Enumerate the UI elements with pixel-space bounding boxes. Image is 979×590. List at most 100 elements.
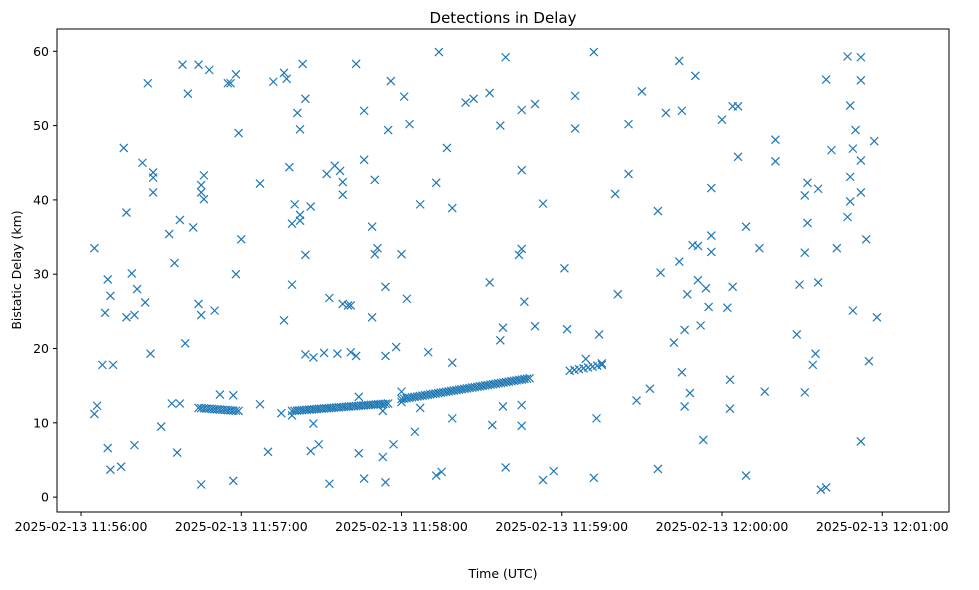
data-point [116, 462, 126, 472]
data-point [226, 78, 236, 88]
data-point [800, 387, 810, 397]
data-point [517, 165, 527, 175]
y-tick-label: 30 [33, 267, 49, 282]
data-point [485, 88, 495, 98]
data-point [324, 293, 334, 303]
data-point [589, 47, 599, 57]
data-point [399, 92, 409, 102]
y-tick-label: 60 [33, 44, 49, 59]
x-axis-label: Time (UTC) [467, 566, 537, 581]
data-point [108, 360, 118, 370]
data-point [674, 257, 684, 267]
data-point [367, 312, 377, 322]
data-point [178, 60, 187, 70]
data-point [119, 143, 129, 153]
data-point [795, 280, 804, 290]
y-tick-label: 50 [33, 118, 49, 133]
x-tick-label: 2025-02-13 12:00:00 [656, 519, 789, 534]
data-point [194, 299, 203, 309]
data-point [194, 60, 203, 70]
data-point [821, 75, 831, 84]
data-point [402, 294, 412, 304]
data-point [869, 136, 879, 146]
data-point [770, 135, 780, 145]
data-point [338, 299, 348, 309]
data-point [103, 274, 113, 284]
data-point [517, 105, 527, 115]
data-point [378, 406, 388, 416]
data-point [741, 222, 751, 232]
data-point [562, 324, 572, 334]
data-point [359, 474, 369, 483]
data-point [728, 282, 738, 292]
data-point [346, 347, 356, 357]
data-point [610, 189, 620, 199]
data-point [848, 144, 858, 154]
data-point [373, 243, 382, 253]
x-tick-label: 2025-02-13 11:58:00 [335, 519, 468, 534]
data-point [538, 475, 548, 485]
data-point [677, 367, 687, 377]
data-point [103, 443, 113, 453]
data-point [653, 464, 663, 474]
data-point [592, 413, 601, 423]
data-point [343, 301, 353, 310]
data-point [447, 203, 457, 213]
data-point [447, 413, 457, 423]
data-point [386, 76, 396, 86]
data-point [210, 306, 219, 316]
data-point [397, 249, 406, 259]
data-point [298, 59, 308, 69]
data-point [530, 321, 540, 331]
data-point [180, 338, 190, 348]
data-point [669, 338, 679, 348]
data-point [300, 350, 310, 359]
data-point [431, 471, 441, 481]
data-point [832, 243, 842, 253]
y-tick-label: 10 [33, 415, 49, 430]
data-point [856, 52, 866, 62]
data-point [130, 440, 139, 450]
data-point [645, 384, 655, 394]
data-point [653, 206, 663, 216]
data-point [370, 175, 380, 185]
data-point [693, 275, 703, 285]
data-point [100, 308, 110, 318]
data-point [215, 390, 225, 400]
data-point [381, 282, 390, 292]
data-point [255, 399, 265, 409]
data-point [813, 184, 823, 194]
data-point [140, 298, 150, 307]
data-point [255, 179, 265, 188]
data-point [495, 121, 505, 131]
data-point [495, 335, 505, 345]
data-point [105, 465, 115, 475]
data-point [146, 349, 155, 359]
y-tick-label: 40 [33, 192, 49, 207]
data-point [637, 86, 647, 96]
data-point [570, 91, 580, 101]
data-point [338, 177, 348, 187]
data-point [589, 473, 599, 483]
data-point [383, 399, 393, 408]
data-point [381, 399, 391, 409]
data-point [196, 180, 206, 190]
data-point [92, 401, 102, 411]
data-point [498, 323, 508, 333]
chart-title: Detections in Delay [430, 9, 577, 27]
data-point [295, 124, 305, 134]
data-point [423, 347, 433, 357]
data-point [415, 199, 425, 209]
data-point [851, 125, 860, 135]
data-point [148, 173, 158, 183]
data-point [624, 169, 633, 179]
y-tick-label: 20 [33, 341, 49, 356]
data-point [199, 194, 209, 204]
data-point [287, 219, 297, 229]
data-point [122, 312, 131, 322]
data-points [89, 47, 882, 495]
data-point [843, 212, 852, 222]
data-point [167, 399, 177, 408]
data-point [228, 476, 238, 486]
